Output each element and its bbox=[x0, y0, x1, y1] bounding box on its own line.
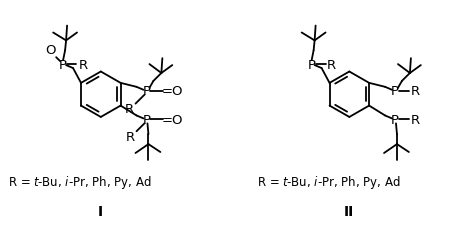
Text: P: P bbox=[143, 113, 150, 126]
Text: =O: =O bbox=[162, 85, 183, 98]
Text: R: R bbox=[327, 58, 336, 71]
Text: P: P bbox=[391, 85, 399, 98]
Text: =O: =O bbox=[162, 113, 183, 126]
Text: I: I bbox=[98, 204, 103, 218]
Text: R: R bbox=[410, 85, 419, 98]
Text: R: R bbox=[126, 130, 135, 143]
Text: $\it{t}$-Bu, $\it{i}$-Pr, Ph, Py, Ad: $\it{t}$-Bu, $\it{i}$-Pr, Ph, Py, Ad bbox=[33, 173, 152, 190]
Text: P: P bbox=[308, 58, 316, 71]
Text: O: O bbox=[45, 44, 55, 56]
Text: R =: R = bbox=[9, 175, 35, 188]
Text: R: R bbox=[78, 58, 88, 71]
Text: R: R bbox=[125, 103, 134, 115]
Text: II: II bbox=[344, 204, 355, 218]
Text: R: R bbox=[410, 113, 419, 126]
Text: P: P bbox=[143, 85, 150, 98]
Text: P: P bbox=[59, 58, 67, 71]
Text: $\it{t}$-Bu, $\it{i}$-Pr, Ph, Py, Ad: $\it{t}$-Bu, $\it{i}$-Pr, Ph, Py, Ad bbox=[282, 173, 401, 190]
Text: P: P bbox=[391, 113, 399, 126]
Text: R =: R = bbox=[258, 175, 283, 188]
